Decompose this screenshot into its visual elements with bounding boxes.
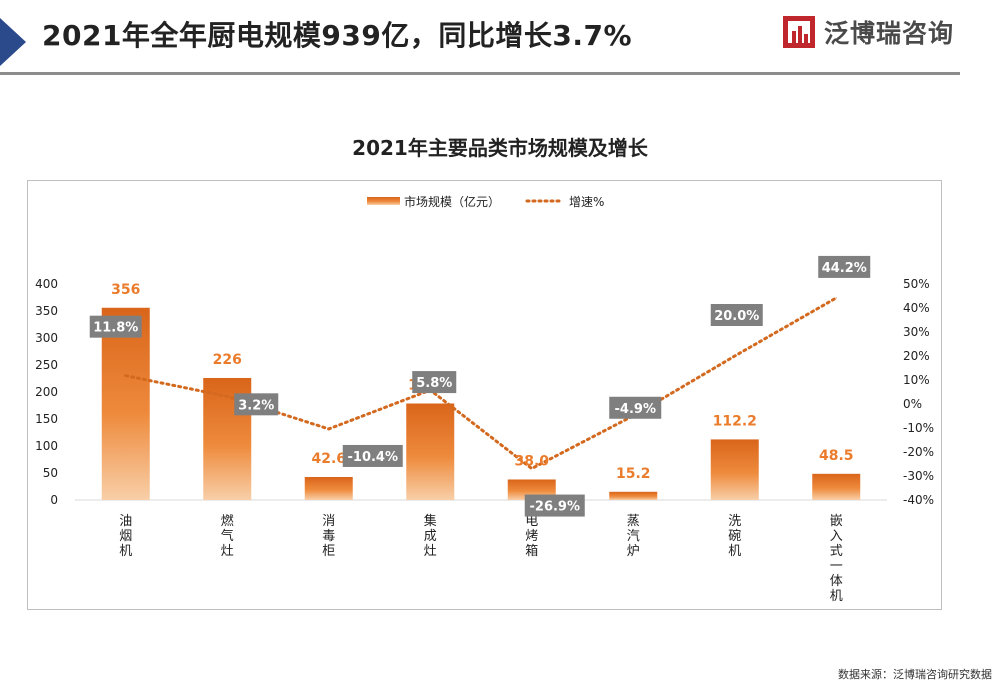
bar-value-label: 38.0 — [514, 453, 549, 469]
bar-market-size — [304, 476, 353, 500]
growth-point — [125, 375, 127, 377]
growth-label-box — [524, 494, 585, 517]
x-category-label: 电烤箱 — [525, 514, 538, 559]
growth-value-label: 3.2% — [238, 398, 274, 413]
bar-value-label: 15.2 — [616, 466, 651, 482]
y-right-tick-label: 0% — [903, 397, 922, 411]
bar-market-size — [710, 439, 759, 500]
bar-market-size — [609, 491, 658, 500]
growth-point — [328, 428, 330, 430]
growth-point — [835, 297, 837, 299]
x-category-label: 燃气灶 — [221, 513, 234, 559]
growth-value-label: 5.8% — [416, 376, 452, 391]
brand-name: 泛博瑞咨询 — [824, 19, 955, 48]
brand-logo: 泛博瑞咨询 — [782, 14, 954, 50]
y-right-tick-label: 20% — [903, 349, 930, 363]
y-right-tick-label: -30% — [903, 469, 934, 483]
y-right-tick-label: 40% — [903, 301, 930, 315]
growth-value-label: 44.2% — [822, 261, 867, 276]
growth-label-box — [342, 444, 403, 467]
y-right-tick-label: -10% — [903, 421, 934, 435]
brand-logo-icon — [783, 16, 815, 48]
bar-value-label: 226 — [213, 352, 242, 368]
growth-value-label: 20.0% — [714, 309, 759, 324]
y-left-tick-label: 0 — [50, 493, 58, 507]
growth-label-box — [412, 371, 457, 394]
data-source: 数据来源：泛博瑞咨询研究数据 — [838, 668, 992, 681]
y-left-tick-label: 100 — [35, 439, 58, 453]
x-category-label: 消毒柜 — [322, 514, 335, 559]
legend-swatch-bar — [367, 197, 400, 205]
growth-value-label: 11.8% — [93, 321, 138, 336]
y-left-tick-label: 200 — [35, 385, 58, 399]
growth-value-label: -4.9% — [615, 402, 656, 417]
bar-value-label: 356 — [111, 282, 140, 298]
bar-market-size — [406, 403, 455, 500]
bar-value-label: 48.5 — [819, 448, 854, 464]
growth-label-box — [234, 393, 279, 416]
page-title: 2021年全年厨电规模939亿，同比增长3.7% — [42, 19, 633, 52]
bar-market-size — [812, 473, 861, 500]
y-right-tick-label: 10% — [903, 373, 930, 387]
y-left-tick-label: 350 — [35, 304, 58, 318]
y-right-tick-label: 30% — [903, 325, 930, 339]
y-left-tick-label: 300 — [35, 331, 58, 345]
y-right-tick-label: 50% — [903, 277, 930, 291]
header-divider — [0, 72, 960, 75]
x-category-label: 嵌入式一体机 — [830, 514, 843, 604]
y-right-tick-label: -20% — [903, 445, 934, 459]
title-marker — [0, 18, 26, 66]
bar-value-label: 42.6 — [311, 451, 346, 467]
chart-title: 2021年主要品类市场规模及增长 — [352, 136, 648, 160]
bar-market-size — [101, 307, 150, 500]
y-left-tick-label: 50 — [43, 466, 58, 480]
legend-label-bar: 市场规模（亿元） — [404, 194, 500, 209]
growth-value-label: -26.9% — [530, 500, 581, 515]
growth-point — [531, 468, 533, 470]
growth-label-box — [710, 304, 763, 326]
x-category-label: 油烟机 — [119, 514, 132, 559]
y-left-tick-label: 400 — [35, 277, 58, 291]
y-right-tick-label: -40% — [903, 493, 934, 507]
chart-frame — [27, 180, 942, 610]
x-category-label: 洗碗机 — [728, 514, 741, 559]
growth-point — [734, 355, 736, 357]
x-category-label: 蒸汽炉 — [627, 514, 640, 559]
x-category-label: 集成灶 — [424, 513, 437, 559]
growth-label-box — [89, 315, 142, 338]
bar-value-label: 112.2 — [713, 413, 757, 429]
growth-label-box — [609, 396, 662, 419]
y-left-tick-label: 250 — [35, 358, 58, 372]
y-left-tick-label: 150 — [35, 412, 58, 426]
growth-label-box — [818, 255, 871, 278]
growth-point — [226, 395, 228, 397]
legend-label-line: 增速% — [569, 195, 604, 209]
growth-value-label: -10.4% — [348, 450, 399, 465]
